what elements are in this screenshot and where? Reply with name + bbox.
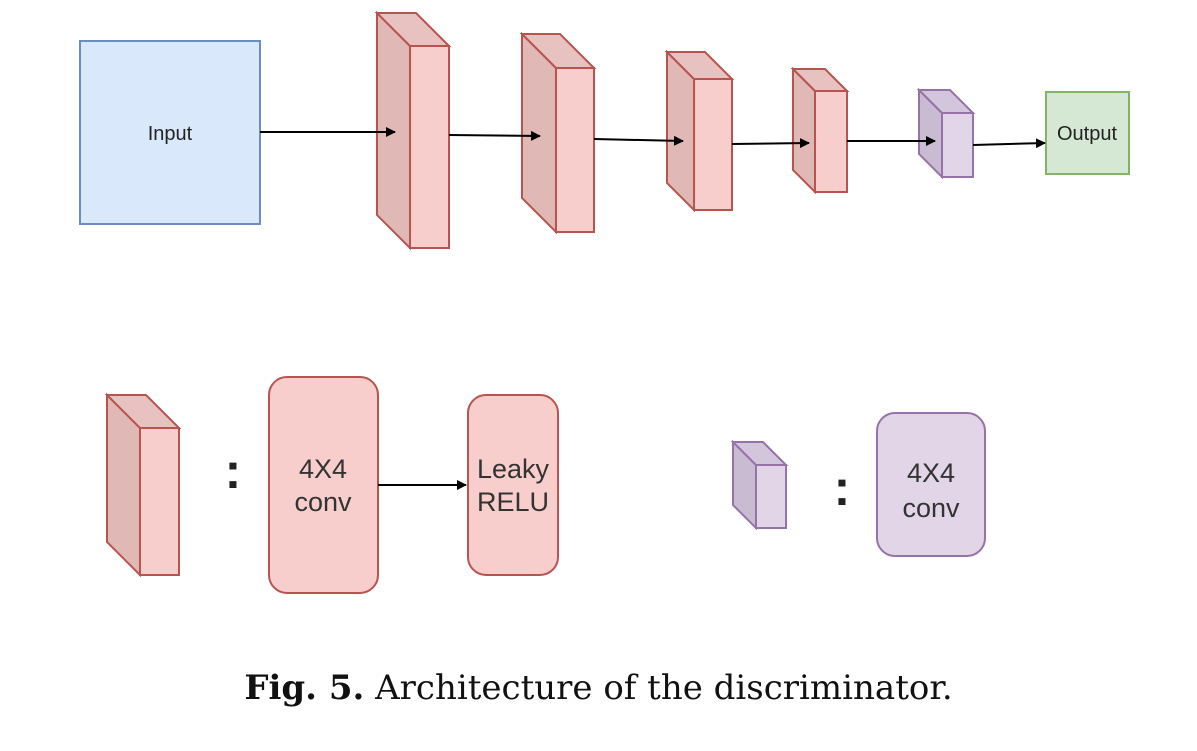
legend-step-final-conv: 4X4 conv [876, 412, 986, 557]
legend-separator-1: : [225, 443, 242, 499]
arrow-conv2-to-conv3 [593, 135, 684, 146]
discriminator-diagram: Input Output [79, 10, 1130, 594]
legend-final-conv-line1: 4X4 [907, 458, 955, 488]
legend-final-block-icon [730, 439, 789, 531]
output-node: Output [1045, 91, 1130, 175]
conv-block-1 [374, 10, 452, 251]
legend-conv-line1: 4X4 [299, 454, 347, 484]
legend-conv-block: : 4X4 conv Leaky RELU [104, 376, 559, 594]
legend-separator-2: : [834, 460, 851, 516]
arrow-final-to-output [972, 138, 1046, 149]
legend-final-conv-line2: conv [902, 493, 960, 523]
legend-step-relu: Leaky RELU [467, 394, 559, 576]
legend-conv-block-icon [104, 392, 182, 578]
legend-step-conv: 4X4 conv [268, 376, 379, 594]
conv-block-2 [519, 31, 597, 235]
conv-block-4 [790, 66, 850, 195]
arrow-conv1-to-conv2 [448, 130, 541, 141]
legend-final-block: : 4X4 conv [730, 412, 986, 557]
final-conv-block [916, 87, 976, 180]
arrow-conv3-to-conv4 [731, 138, 810, 149]
figure-caption: Fig. 5. Architecture of the discriminato… [0, 668, 1197, 708]
input-label: Input [148, 123, 193, 145]
figure-caption-text: Architecture of the discriminator. [375, 668, 953, 708]
figure-number: Fig. 5. [244, 668, 365, 708]
input-node: Input [79, 40, 261, 225]
output-label: Output [1057, 123, 1117, 145]
legend-conv-line2: conv [294, 487, 352, 517]
legend-relu-line2: RELU [477, 487, 549, 517]
legend-relu-line1: Leaky [477, 454, 550, 484]
conv-block-3 [664, 49, 735, 213]
